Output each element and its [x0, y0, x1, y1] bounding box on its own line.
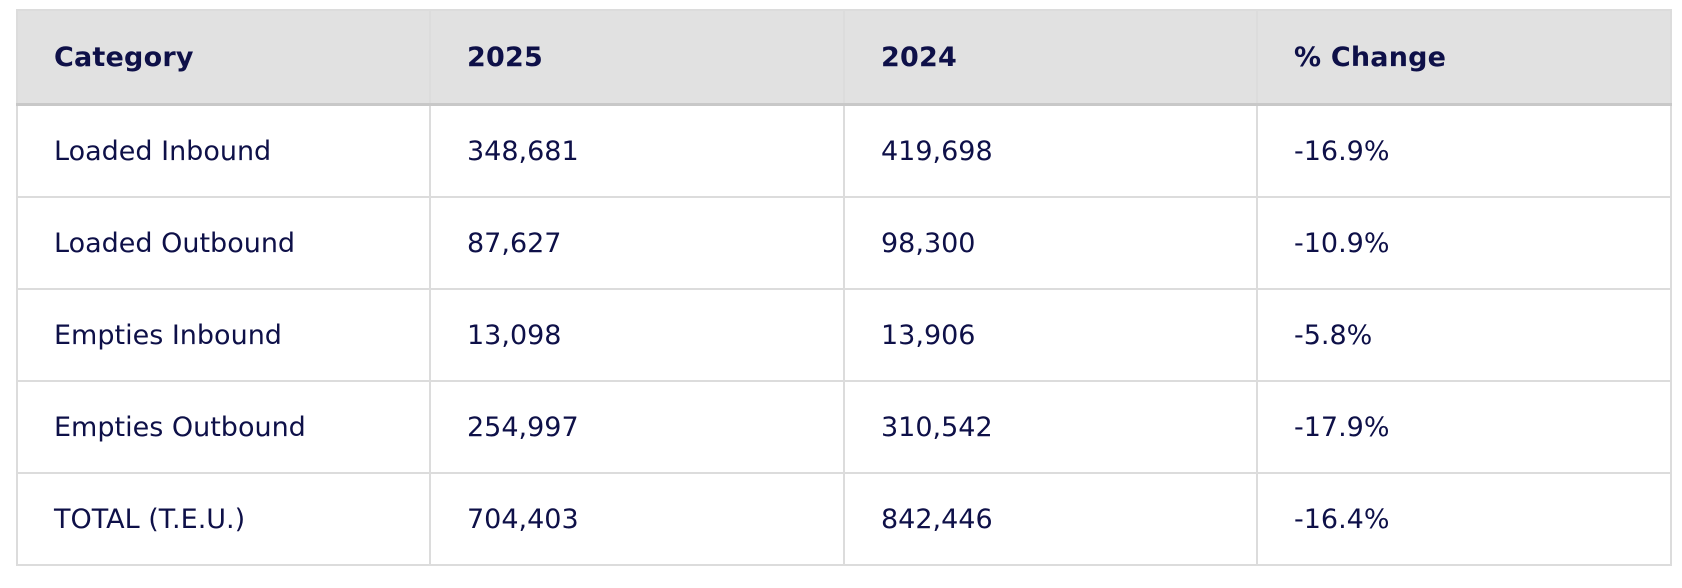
cell-2024: 98,300 — [843, 196, 1258, 290]
table-row: Loaded Inbound 348,681 419,698 -16.9% — [16, 103, 1672, 198]
header-row: Category 2025 2024 % Change — [16, 9, 1672, 106]
cell-2025: 704,403 — [429, 472, 845, 566]
cell-category: TOTAL (T.E.U.) — [16, 472, 431, 566]
teu-comparison-table: Category 2025 2024 % Change Loaded Inbou… — [16, 9, 1672, 566]
header-2024: 2024 — [843, 9, 1258, 106]
cell-percent-change: -17.9% — [1256, 380, 1672, 474]
table-row: Empties Outbound 254,997 310,542 -17.9% — [16, 380, 1672, 474]
cell-percent-change: -10.9% — [1256, 196, 1672, 290]
cell-percent-change: -16.9% — [1256, 103, 1672, 198]
cell-2024: 842,446 — [843, 472, 1258, 566]
cell-category: Empties Outbound — [16, 380, 431, 474]
header-category: Category — [16, 9, 431, 106]
table-body: Loaded Inbound 348,681 419,698 -16.9% Lo… — [16, 103, 1672, 566]
cell-2025: 13,098 — [429, 288, 845, 382]
cell-2024: 419,698 — [843, 103, 1258, 198]
cell-2024: 310,542 — [843, 380, 1258, 474]
teu-table-container: Category 2025 2024 % Change Loaded Inbou… — [16, 9, 1672, 576]
cell-2025: 254,997 — [429, 380, 845, 474]
header-percent-change: % Change — [1256, 9, 1672, 106]
cell-category: Loaded Outbound — [16, 196, 431, 290]
cell-2025: 348,681 — [429, 103, 845, 198]
table-row: Empties Inbound 13,098 13,906 -5.8% — [16, 288, 1672, 382]
cell-percent-change: -5.8% — [1256, 288, 1672, 382]
cell-percent-change: -16.4% — [1256, 472, 1672, 566]
cell-category: Empties Inbound — [16, 288, 431, 382]
header-2025: 2025 — [429, 9, 845, 106]
cell-2024: 13,906 — [843, 288, 1258, 382]
cell-2025: 87,627 — [429, 196, 845, 290]
table-row: Loaded Outbound 87,627 98,300 -10.9% — [16, 196, 1672, 290]
cell-category: Loaded Inbound — [16, 103, 431, 198]
table-row-total: TOTAL (T.E.U.) 704,403 842,446 -16.4% — [16, 472, 1672, 566]
table-header: Category 2025 2024 % Change — [16, 9, 1672, 106]
